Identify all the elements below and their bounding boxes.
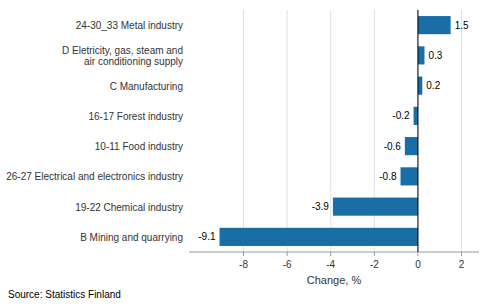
bar — [401, 167, 418, 185]
tick-mark — [417, 252, 418, 256]
category-label-line: 16-17 Forest industry — [89, 110, 184, 121]
grid-line — [417, 10, 418, 252]
category-label-line: 19-22 Chemical industry — [75, 201, 183, 212]
data-label: -0.2 — [392, 110, 410, 121]
category-label-line: 10-11 Food industry — [95, 141, 183, 152]
data-label: -3.9 — [312, 201, 330, 212]
category-label: 19-22 Chemical industry — [75, 201, 183, 212]
category-label-line: 26-27 Electrical and electronics industr… — [6, 171, 183, 182]
category-labels: B Mining and quarrying 19-22 Chemical ind… — [6, 20, 183, 243]
tick-mark — [461, 252, 462, 256]
chart: B Mining and quarrying 19-22 Chemical ind… — [0, 0, 493, 304]
tick-label: -6 — [283, 259, 292, 270]
grid-line — [287, 10, 288, 252]
category-label-line: C Manufacturing — [110, 80, 183, 91]
x-axis-line — [189, 252, 479, 253]
tick-mark — [374, 252, 375, 256]
category-label: 16-17 Forest industry — [89, 110, 184, 121]
category-label: 10-11 Food industry — [95, 141, 183, 152]
source-note: Source: Statistics Finland — [8, 289, 121, 300]
tick-label: -8 — [239, 259, 248, 270]
data-label: 1.5 — [455, 20, 469, 31]
data-labels: -9.1 -3.9 -0.8 -0.6 -0.2 0.2 0.3 1.5 — [198, 20, 469, 243]
category-label-line: D Eletricity, gas, steam and — [62, 44, 183, 55]
category-label: B Mining and quarrying — [80, 231, 183, 242]
tick-mark — [243, 252, 244, 256]
category-label-line: B Mining and quarrying — [80, 231, 183, 242]
category-label-line: 24-30_33 Metal industry — [76, 20, 183, 31]
category-label: 24-30_33 Metal industry — [76, 20, 183, 31]
tick-label: -4 — [326, 259, 335, 270]
zero-line — [417, 10, 418, 252]
data-label: -0.6 — [384, 141, 402, 152]
category-label: 26-27 Electrical and electronics industr… — [6, 171, 183, 182]
bar — [418, 77, 422, 95]
tick-mark — [330, 252, 331, 256]
bar — [405, 137, 418, 155]
grid-line — [243, 10, 244, 252]
bar — [220, 228, 418, 246]
x-axis-label: Change, % — [307, 274, 362, 286]
tick-label: -2 — [370, 259, 379, 270]
grid-line — [461, 10, 462, 252]
data-label: 0.2 — [426, 80, 440, 91]
bar — [414, 107, 418, 125]
x-ticks: -8 -6 -4 -2 0 2 — [239, 252, 465, 270]
tick-label: 2 — [459, 259, 465, 270]
bar — [418, 46, 425, 64]
data-label: -9.1 — [198, 231, 216, 242]
bar — [333, 198, 418, 216]
bar — [418, 16, 451, 34]
data-label: -0.8 — [379, 171, 397, 182]
category-label: C Manufacturing — [110, 80, 183, 91]
category-label: D Eletricity, gas, steam andair conditio… — [62, 44, 183, 66]
tick-label: 0 — [415, 259, 421, 270]
grid — [244, 10, 462, 252]
data-label: 0.3 — [428, 50, 442, 61]
bars — [220, 16, 451, 246]
tick-mark — [287, 252, 288, 256]
category-label-line: air conditioning supply — [84, 55, 183, 66]
grid-line — [330, 10, 331, 252]
